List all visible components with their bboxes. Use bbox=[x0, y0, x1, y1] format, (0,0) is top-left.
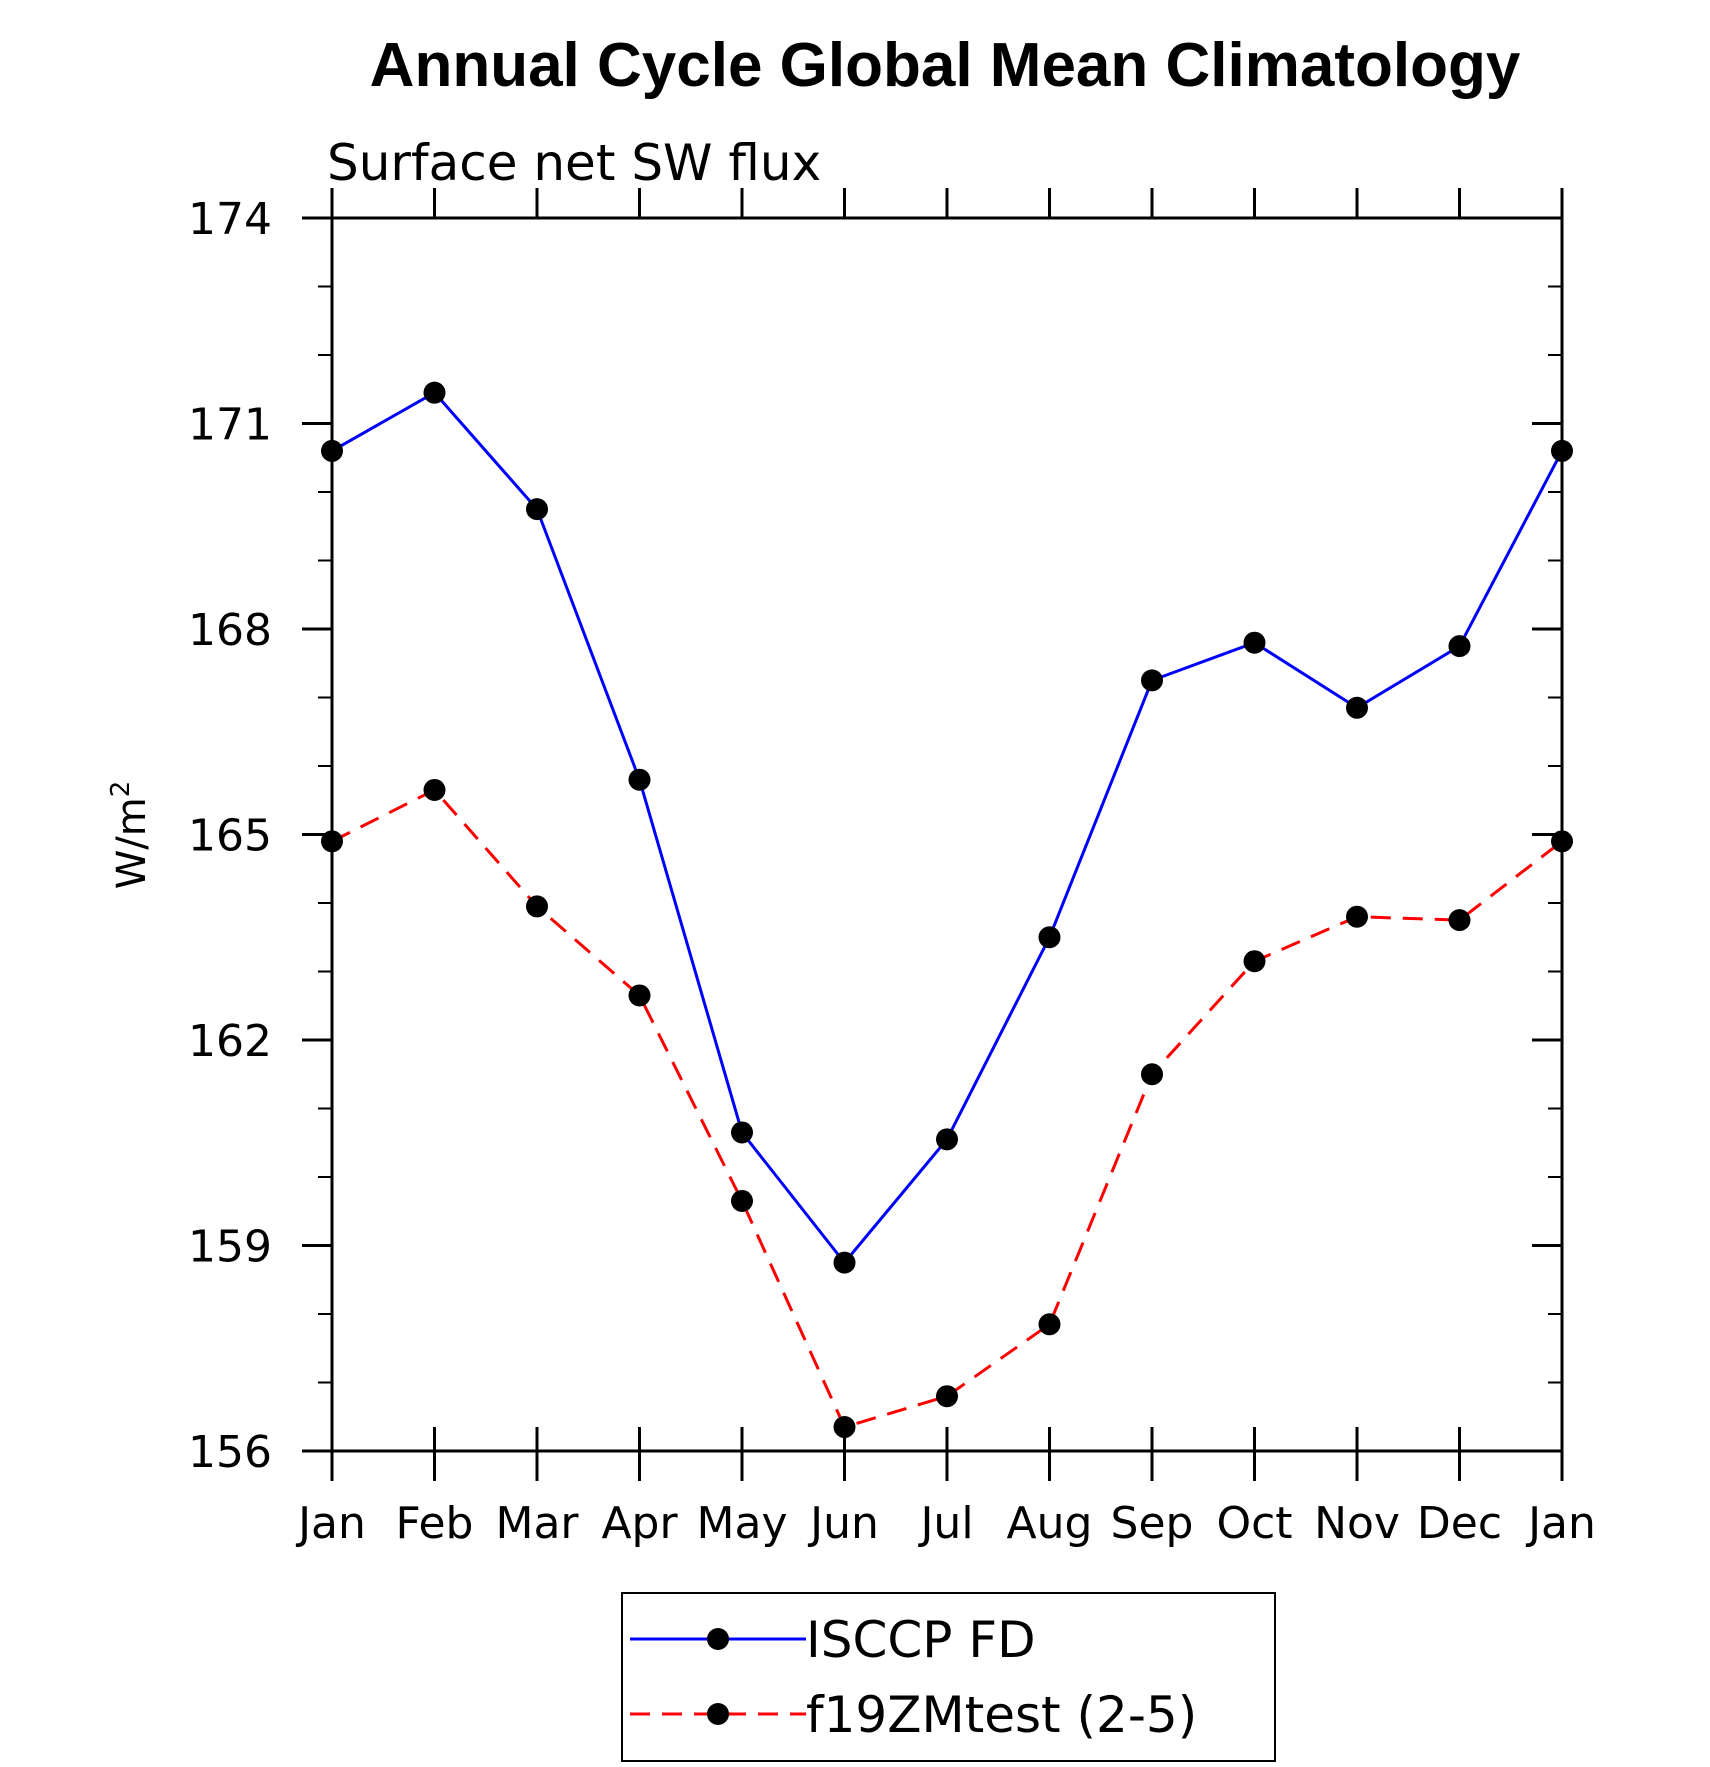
y-axis-label: W/m2 bbox=[106, 781, 155, 890]
series-0-point bbox=[833, 1251, 856, 1274]
x-tick-label: Mar bbox=[495, 1498, 579, 1549]
series-0-point bbox=[526, 498, 548, 521]
series-0-point bbox=[731, 1121, 753, 1144]
x-tick-labels: Jan Feb Mar Apr May Jun Jul Aug Sep Oct Nov Dec Jan bbox=[295, 1498, 1596, 1549]
x-tick-label: Oct bbox=[1216, 1498, 1292, 1549]
series-0-point bbox=[1448, 635, 1471, 658]
legend-marker-isccp-fd bbox=[707, 1628, 729, 1650]
series-line-1 bbox=[331, 788, 1563, 1429]
legend: ISCCP FD f19ZMtest (2-5) bbox=[621, 1592, 1276, 1762]
series-1-point bbox=[731, 1189, 753, 1212]
y-tick-label: 156 bbox=[188, 1427, 272, 1478]
x-tick-label: May bbox=[697, 1498, 788, 1549]
axis-ticks bbox=[302, 188, 1564, 1481]
series-0-point bbox=[423, 381, 446, 404]
series-1-point bbox=[1243, 950, 1266, 973]
x-tick-label: Jan bbox=[1525, 1498, 1596, 1549]
legend-box bbox=[621, 1592, 1276, 1762]
legend-marker-f19zmtest bbox=[707, 1703, 729, 1725]
svg-text:W/m2: W/m2 bbox=[106, 781, 155, 890]
series-1-point bbox=[628, 984, 651, 1007]
legend-label-isccp-fd: ISCCP FD bbox=[806, 1611, 1036, 1669]
chart-title: Annual Cycle Global Mean Climatology bbox=[370, 31, 1521, 100]
series-1-point bbox=[321, 830, 343, 853]
series-0-point bbox=[1141, 669, 1163, 692]
series-0-point bbox=[1243, 631, 1266, 654]
series-1-point bbox=[526, 895, 548, 918]
x-tick-label: Jan bbox=[295, 1498, 366, 1549]
series-1-point bbox=[1346, 905, 1368, 928]
y-tick-label: 165 bbox=[188, 811, 272, 862]
y-tick-label: 174 bbox=[188, 194, 272, 245]
series-1-point bbox=[423, 778, 446, 801]
series-group bbox=[321, 381, 1573, 1439]
series-0-point bbox=[936, 1128, 958, 1151]
series-1-point bbox=[1038, 1313, 1061, 1336]
x-tick-label: Jun bbox=[807, 1498, 879, 1549]
x-tick-label: Aug bbox=[1007, 1498, 1093, 1549]
x-tick-label: Nov bbox=[1314, 1498, 1400, 1549]
y-tick-label: 159 bbox=[188, 1222, 272, 1273]
chart-subtitle: Surface net SW flux bbox=[327, 134, 821, 192]
y-axis-label-text: W/m bbox=[109, 797, 155, 889]
series-0-point bbox=[628, 768, 651, 791]
y-tick-label: 168 bbox=[188, 605, 272, 656]
series-1-point bbox=[833, 1416, 856, 1439]
series-1-point bbox=[1551, 830, 1573, 853]
series-0-point bbox=[1551, 439, 1573, 462]
y-tick-label: 162 bbox=[188, 1016, 272, 1067]
x-tick-label: Feb bbox=[396, 1498, 474, 1549]
series-1-point bbox=[1448, 909, 1471, 932]
series-0-point bbox=[321, 439, 343, 462]
series-0-point bbox=[1346, 696, 1368, 719]
series-1-point bbox=[1141, 1063, 1163, 1086]
series-0-point bbox=[1038, 926, 1061, 949]
y-tick-label: 171 bbox=[188, 400, 272, 451]
x-tick-label: Sep bbox=[1111, 1498, 1194, 1549]
legend-label-f19zmtest: f19ZMtest (2-5) bbox=[806, 1686, 1197, 1744]
x-tick-label: Dec bbox=[1417, 1498, 1502, 1549]
x-tick-label: Jul bbox=[917, 1498, 973, 1549]
series-1-point bbox=[936, 1385, 958, 1408]
y-axis-label-superscript: 2 bbox=[106, 781, 136, 798]
y-tick-labels: 156 159 162 165 168 171 174 bbox=[188, 194, 272, 1478]
plot-frame bbox=[330, 216, 1564, 1453]
x-tick-label: Apr bbox=[601, 1498, 678, 1549]
